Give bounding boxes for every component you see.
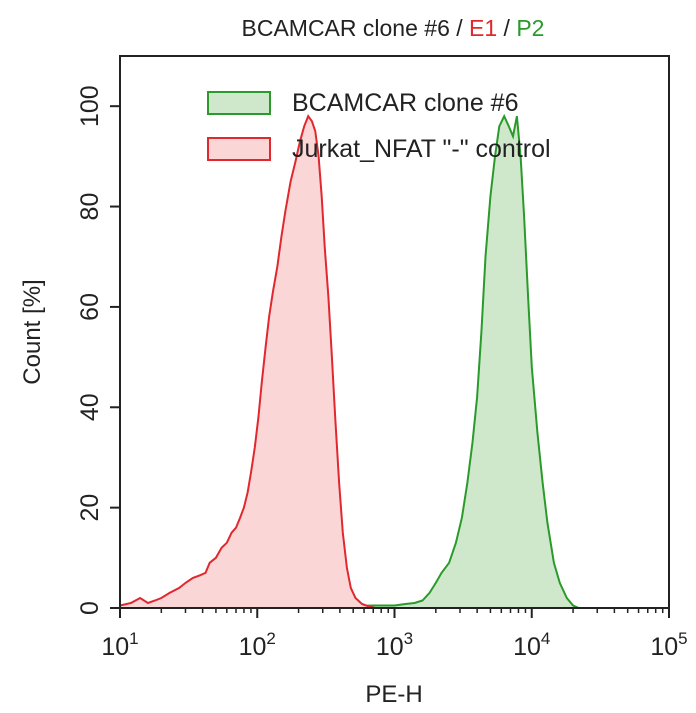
x-tick-label-0: 101 <box>101 629 138 661</box>
x-tick-label-4: 105 <box>650 629 687 661</box>
y-tick-label-1: 20 <box>76 494 104 522</box>
x-tick-label-2: 103 <box>376 629 413 661</box>
y-tick-label-3: 60 <box>76 293 104 321</box>
legend: BCAMCAR clone #6 Jurkat_NFAT "-" control <box>207 89 551 163</box>
legend-label-0: BCAMCAR clone #6 <box>292 89 518 117</box>
chart-title-part-2: E1 <box>469 15 497 41</box>
y-axis-title: Count [%] <box>19 279 46 384</box>
y-tick-label-0: 0 <box>76 601 104 615</box>
x-axis-title: PE-H <box>365 681 422 708</box>
legend-label-1: Jurkat_NFAT "-" control <box>292 135 551 163</box>
legend-swatch-0 <box>207 91 271 115</box>
series-1-fill <box>120 116 375 608</box>
y-tick-label-5: 100 <box>76 85 104 127</box>
legend-swatch-1 <box>207 137 271 161</box>
chart-title-part-3: / <box>497 15 516 41</box>
y-tick-label-2: 40 <box>76 393 104 421</box>
y-tick-label-4: 80 <box>76 193 104 221</box>
series-1-line <box>119 114 376 609</box>
x-tick-label-3: 104 <box>513 629 550 661</box>
chart-title-part-4: P2 <box>516 15 544 41</box>
ticks-layer: 0 20 40 60 80 100 101 102 103 104 105 <box>76 85 688 661</box>
series-0-fill <box>298 116 579 608</box>
chart-title-part-1: / <box>450 15 469 41</box>
series-layer <box>119 113 580 609</box>
x-tick-label-1: 102 <box>239 629 276 661</box>
series-0-line <box>298 113 580 609</box>
chart-title: BCAMCAR clone #6 / E1 / P2 <box>242 15 545 41</box>
chart-title-part-0: BCAMCAR clone #6 <box>242 15 450 41</box>
